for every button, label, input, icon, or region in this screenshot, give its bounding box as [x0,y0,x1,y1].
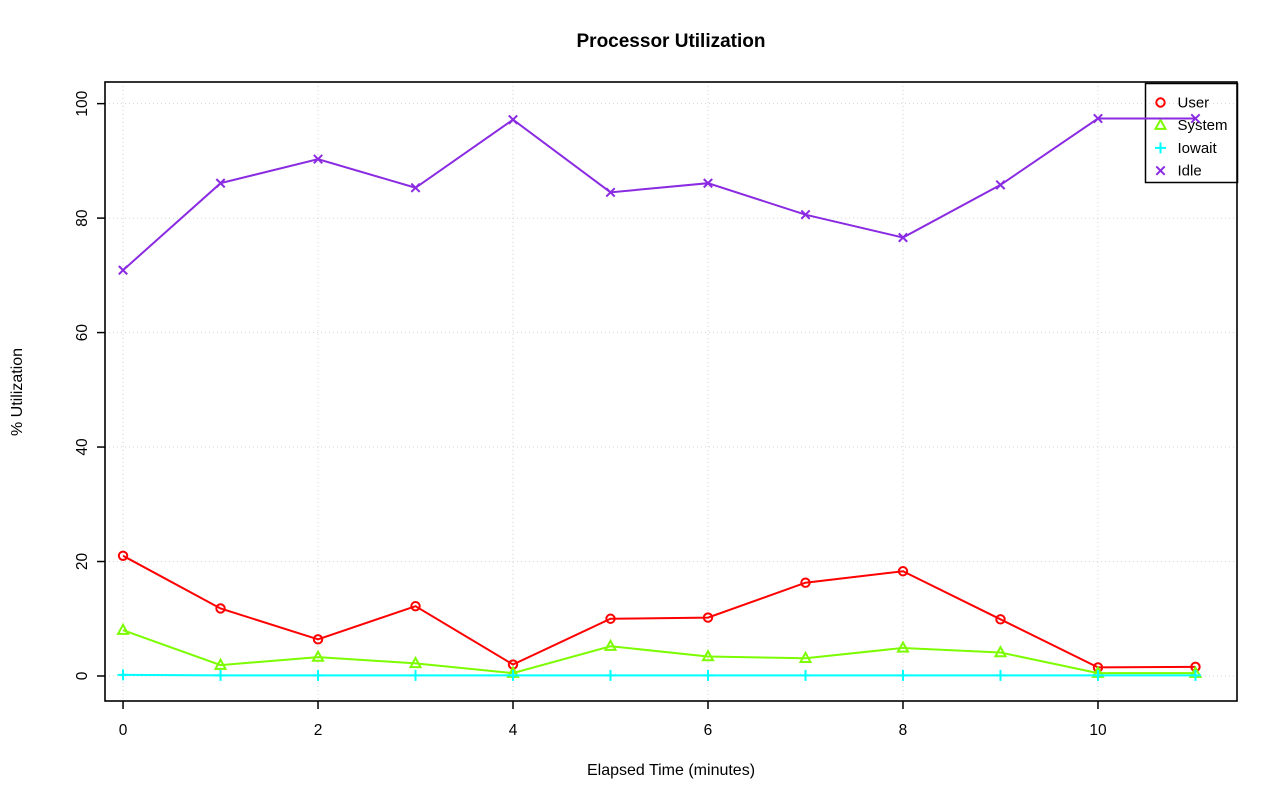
legend-label-system: System [1178,117,1228,134]
legend-marker-iowait [1155,142,1166,154]
data-point-iowait-9 [994,669,1006,681]
x-tick-label: 10 [1089,722,1107,739]
data-point-iowait-7 [799,669,811,681]
legend-marker-system [1153,117,1168,130]
data-point-idle-4 [508,114,518,125]
plot-frame [104,81,1238,702]
x-tick-label: 4 [509,722,518,739]
data-point-iowait-4 [507,669,519,681]
data-point-system-2 [311,649,325,662]
data-point-system-9 [993,645,1008,658]
data-point-iowait-10 [1092,669,1104,681]
data-point-user-8 [897,566,909,577]
data-point-system-7 [798,650,813,663]
data-point-idle-7 [800,209,811,220]
data-point-idle-10 [1093,113,1103,124]
x-tick-label: 6 [704,722,713,739]
legend-marker-idle [1155,165,1166,176]
x-tick-label: 2 [314,722,323,739]
y-tick-label: 20 [74,553,91,571]
data-point-user-7 [800,577,811,588]
y-tick-label: 40 [74,438,91,456]
y-tick-label: 100 [74,90,91,116]
data-point-idle-1 [215,178,226,189]
y-tick-label: 60 [74,324,91,342]
legend-label-idle: Idle [1178,163,1202,180]
x-tick-label: 0 [119,722,128,739]
data-point-iowait-1 [215,669,227,681]
data-point-user-6 [702,612,714,623]
data-point-idle-11 [1190,113,1201,124]
legend-label-user: User [1178,95,1210,112]
x-axis-label: Elapsed Time (minutes) [586,762,756,779]
data-point-user-1 [215,603,226,614]
data-point-idle-5 [605,187,616,198]
data-point-idle-3 [410,182,421,193]
data-point-system-5 [603,638,618,651]
data-point-system-0 [116,622,130,635]
data-point-iowait-6 [702,669,714,681]
data-point-user-3 [410,600,421,612]
legend-label-iowait: Iowait [1178,140,1218,157]
y-tick-label: 0 [74,671,91,680]
data-point-idle-9 [995,180,1006,190]
data-point-idle-0 [118,265,128,276]
data-point-iowait-3 [410,669,422,681]
y-tick-label: 80 [74,209,91,227]
data-point-idle-2 [313,154,323,165]
chart-title: Processor Utilization [576,31,766,52]
data-point-idle-8 [898,232,908,243]
series-line-iowait [123,673,1196,677]
data-point-user-0 [117,550,129,561]
data-point-idle-6 [703,178,713,189]
x-tick-label: 8 [899,722,908,739]
legend-marker-user [1155,97,1166,108]
data-point-iowait-8 [897,669,909,681]
data-point-user-2 [312,634,324,645]
series-line-system [122,629,1196,675]
data-point-system-8 [896,640,910,653]
data-point-iowait-0 [117,669,129,681]
data-point-user-5 [605,613,616,624]
data-point-system-3 [408,655,423,669]
series-line-user [122,554,1196,669]
data-point-system-1 [213,657,228,670]
data-point-iowait-2 [312,669,324,681]
data-point-iowait-11 [1189,669,1201,681]
data-point-iowait-5 [605,669,617,681]
data-point-system-6 [701,649,715,662]
data-point-user-9 [995,614,1006,625]
series-line-idle [122,117,1196,271]
